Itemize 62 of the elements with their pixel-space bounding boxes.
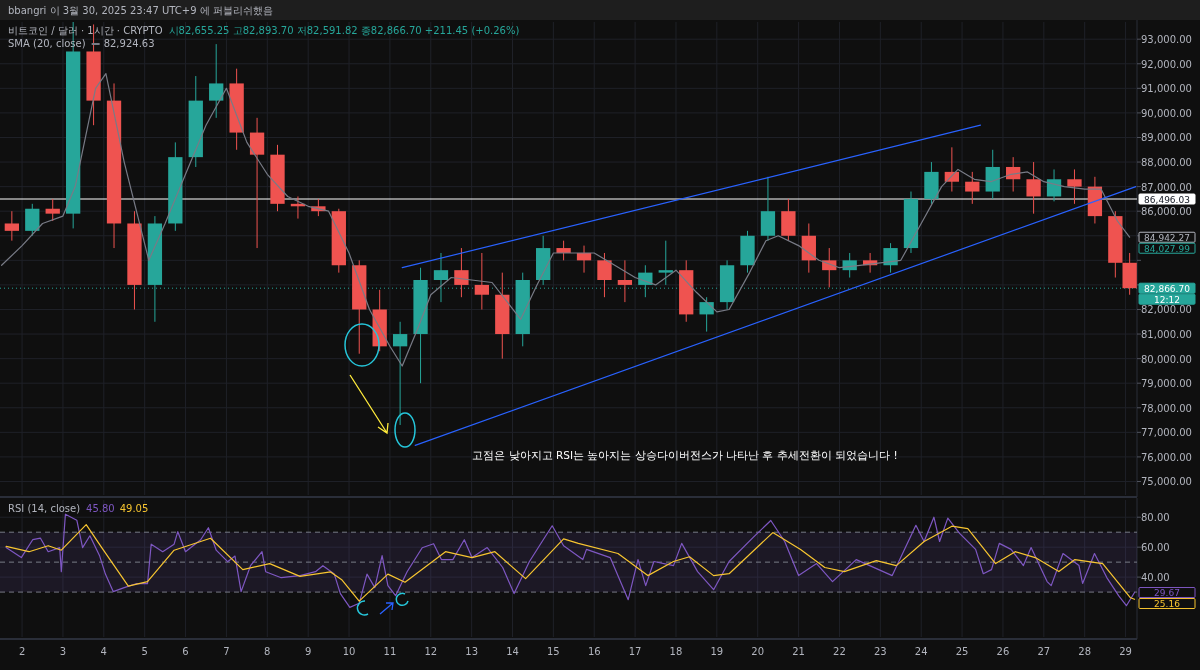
y-tick-label: 88,000.00 <box>1141 157 1192 169</box>
x-tick-label: 22 <box>833 646 846 657</box>
legend-label: SMA (20, close) <box>8 38 86 49</box>
text: bbangri 이 3월 30, 2025 23:47 UTC+9 에 퍼블리쉬했음 <box>8 5 273 16</box>
y-tick-label: 81,000.00 <box>1141 329 1192 341</box>
x-tick-label: 15 <box>547 646 560 657</box>
chart-title: RSI (14, close) <box>8 503 81 514</box>
x-tick-label: 14 <box>506 646 519 657</box>
x-tick-label: 11 <box>383 646 397 657</box>
text: 84,942.27 <box>1144 232 1190 243</box>
y-tick-label: 60.00 <box>1141 542 1170 554</box>
x-tick-label: 17 <box>628 646 642 657</box>
y-tick-label: 77,000.00 <box>1141 427 1192 439</box>
y-tick-label: 92,000.00 <box>1141 58 1192 70</box>
x-tick-label: 13 <box>465 646 479 657</box>
y-tick-label: 91,000.00 <box>1141 83 1192 95</box>
y-tick-label: 40.00 <box>1141 572 1170 584</box>
text: 12:12 <box>1154 294 1180 305</box>
text: 29.67 <box>1154 588 1180 599</box>
x-tick-label: 7 <box>223 646 230 657</box>
ref-line-label: 82,866.70 <box>1144 283 1191 294</box>
x-tick-label: 27 <box>1037 646 1051 657</box>
x-tick-label: 5 <box>141 646 148 657</box>
x-tick-label: 18 <box>669 646 683 657</box>
y-tick-label: 76,000.00 <box>1141 451 1192 463</box>
y-tick-label: 89,000.00 <box>1141 132 1192 144</box>
y-tick-label: 93,000.00 <box>1141 34 1192 46</box>
y-tick-label: 80.00 <box>1141 512 1170 524</box>
x-tick-label: 9 <box>304 646 312 657</box>
y-tick-label: 86,000.00 <box>1141 206 1192 218</box>
y-tick-label: 78,000.00 <box>1141 402 1192 414</box>
x-tick-label: 16 <box>587 646 601 657</box>
x-tick-label: 29 <box>1119 646 1132 657</box>
x-tick-label: 2 <box>18 646 26 657</box>
y-tick-label: 80,000.00 <box>1141 353 1192 365</box>
x-tick-label: 21 <box>792 646 805 657</box>
x-tick-label: 8 <box>264 646 271 657</box>
x-tick-label: 4 <box>100 646 107 657</box>
x-tick-label: 10 <box>342 646 356 657</box>
x-tick-label: 25 <box>955 646 969 657</box>
x-tick-label: 26 <box>996 646 1010 657</box>
x-tick-label: 6 <box>182 646 189 657</box>
y-tick-label: 90,000.00 <box>1141 107 1192 119</box>
y-tick-label: 75,000.00 <box>1141 476 1192 488</box>
x-tick-label: 23 <box>873 646 887 657</box>
annotation: 45.80 <box>86 503 115 514</box>
annotation: 고점은 낮아지고 RSI는 높아지는 상승다이버전스가 나타난 후 추세전환이 되었습니다 ! <box>472 449 898 461</box>
x-tick-label: 3 <box>59 646 67 657</box>
annotation: 시82,655.25 고82,893.70 저82,591.82 종82,866.70 +211.45 (+0.26%) <box>168 25 520 36</box>
y-tick-label: 82,000.00 <box>1141 304 1192 316</box>
y-tick-label: 79,000.00 <box>1141 378 1192 390</box>
y-tick-label: 87,000.00 <box>1141 181 1192 193</box>
annotation: 49.05 <box>119 503 149 514</box>
text: 25.16 <box>1154 599 1181 610</box>
annotation: 82,924.63 <box>103 38 155 49</box>
x-tick-label: 24 <box>914 646 928 657</box>
x-tick-label: 20 <box>751 646 765 657</box>
x-tick-label: 12 <box>424 646 438 657</box>
x-tick-label: 19 <box>710 646 724 657</box>
ref-line-label: 86,496.03 <box>1144 194 1190 205</box>
text: 84,027.99 <box>1144 243 1191 254</box>
x-tick-label: 28 <box>1078 646 1092 657</box>
